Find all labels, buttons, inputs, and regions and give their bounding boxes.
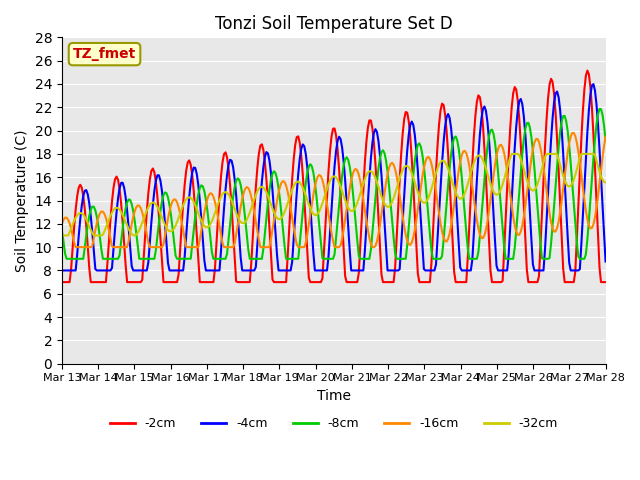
Text: TZ_fmet: TZ_fmet (73, 47, 136, 61)
Title: Tonzi Soil Temperature Set D: Tonzi Soil Temperature Set D (215, 15, 452, 33)
Legend: -2cm, -4cm, -8cm, -16cm, -32cm: -2cm, -4cm, -8cm, -16cm, -32cm (104, 412, 563, 435)
Y-axis label: Soil Temperature (C): Soil Temperature (C) (15, 129, 29, 272)
X-axis label: Time: Time (317, 389, 351, 403)
